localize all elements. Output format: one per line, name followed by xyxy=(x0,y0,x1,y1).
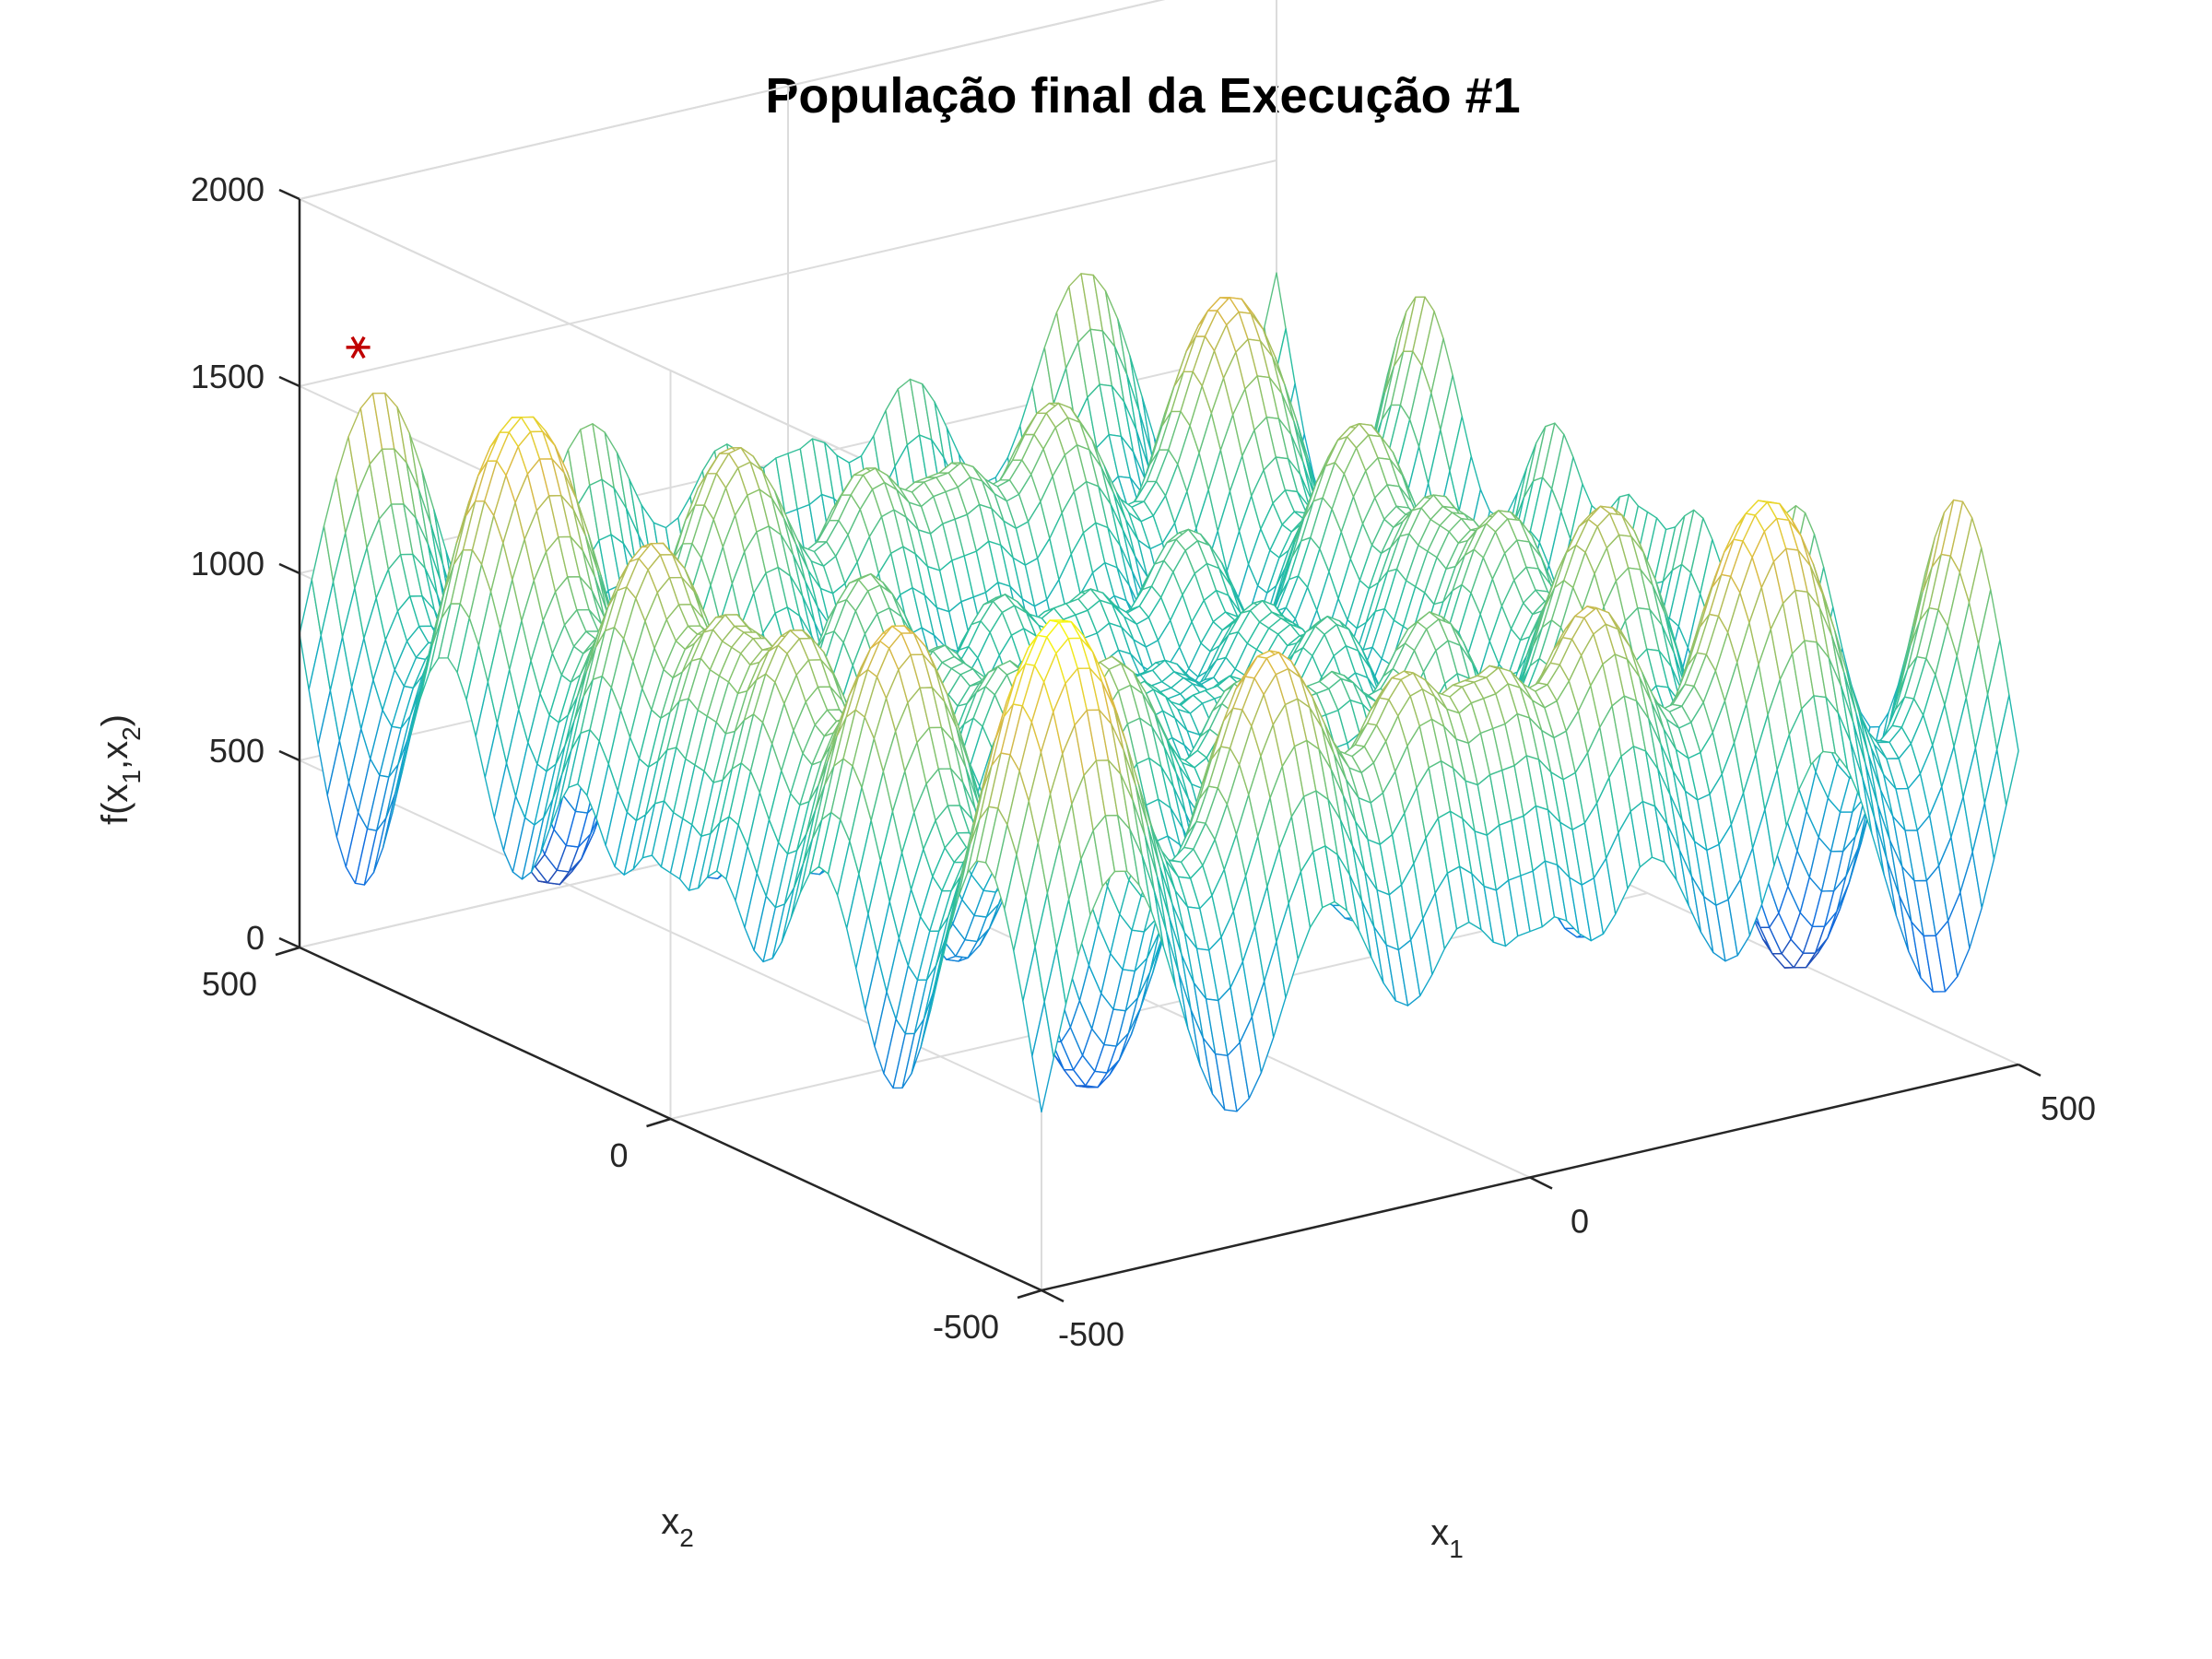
grid-line xyxy=(299,0,1165,200)
chart-title: População final da Execução #1 xyxy=(765,68,1520,124)
surface-mesh xyxy=(299,272,2019,1113)
